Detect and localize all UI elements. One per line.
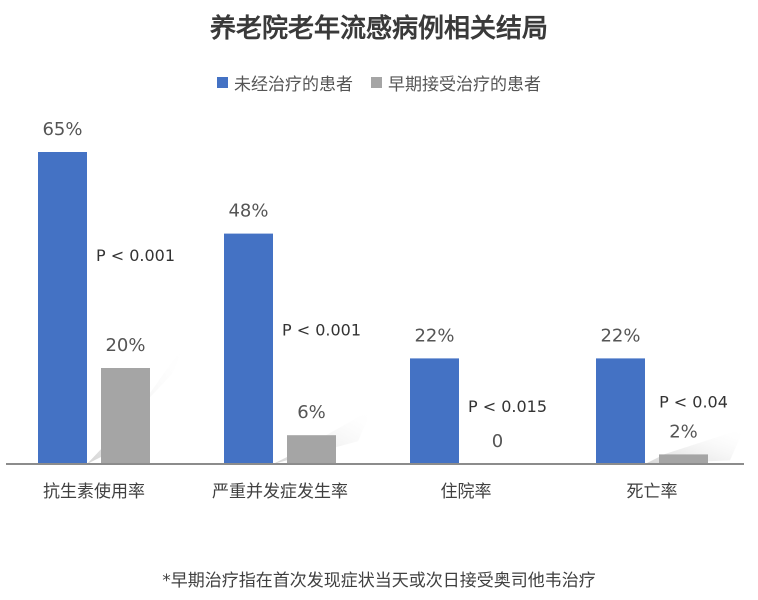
bar-untreated-1 (224, 233, 273, 464)
bar-shadow-1 (273, 409, 372, 464)
legend-item-early-treated: 早期接受治疗的患者 (371, 70, 541, 95)
bar-chart: 65% 20% P < 0.001 抗生素使用率 48% 6% P < 0.001 严重并发症… (6, 119, 744, 502)
bar-early-treated-3 (659, 454, 708, 464)
legend-label-untreated: 未经治疗的患者 (234, 75, 353, 95)
bar-untreated-2 (410, 358, 459, 464)
bar-early-treated-1 (287, 435, 336, 464)
category-label-2: 住院率 (441, 482, 492, 502)
bar-untreated-0 (38, 152, 87, 464)
legend-label-early-treated: 早期接受治疗的患者 (388, 75, 541, 95)
bars-group (38, 152, 708, 464)
labels-group: 65% 20% P < 0.001 抗生素使用率 48% 6% P < 0.001 严重并发症… (42, 119, 727, 502)
p-value-label-0: P < 0.001 (96, 246, 175, 265)
legend-swatch-early-treated (371, 77, 382, 88)
legend-item-untreated: 未经治疗的患者 (217, 70, 353, 95)
value-label-untreated-2: 22% (414, 325, 454, 346)
p-value-label-2: P < 0.015 (468, 397, 547, 416)
value-label-untreated-0: 65% (42, 119, 82, 140)
value-label-early-treated-3: 2% (669, 421, 698, 442)
category-label-0: 抗生素使用率 (43, 481, 145, 502)
value-label-early-treated-1: 6% (297, 402, 326, 423)
bar-early-treated-0 (101, 368, 150, 464)
p-value-label-1: P < 0.001 (282, 320, 361, 339)
bar-untreated-3 (596, 358, 645, 464)
chart-title: 养老院老年流感病例相关结局 (209, 14, 548, 44)
p-value-label-3: P < 0.04 (659, 392, 728, 411)
value-label-untreated-3: 22% (600, 325, 640, 346)
value-label-early-treated-2: 0 (492, 431, 503, 452)
category-label-3: 死亡率 (627, 482, 678, 502)
category-label-1: 严重并发症发生率 (212, 482, 348, 502)
legend: 未经治疗的患者 早期接受治疗的患者 (0, 70, 758, 95)
value-label-early-treated-0: 20% (105, 335, 145, 356)
legend-swatch-untreated (217, 77, 228, 88)
value-label-untreated-1: 48% (228, 201, 268, 222)
footnote: *早期治疗指在首次发现症状当天或次日接受奥司他韦治疗 (162, 571, 596, 591)
